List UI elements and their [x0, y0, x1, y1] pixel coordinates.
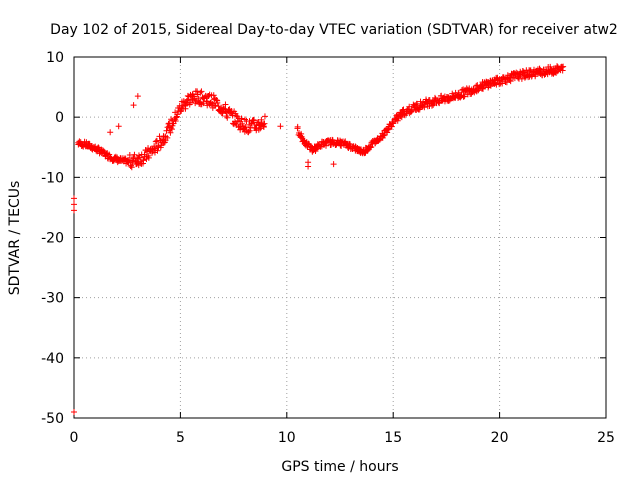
data-point — [183, 97, 190, 104]
data-point — [547, 63, 554, 70]
x-tick-label: 10 — [278, 430, 296, 446]
data-point — [300, 137, 307, 144]
y-tick-label: 10 — [46, 50, 64, 66]
data-point — [294, 125, 301, 132]
data-point — [233, 112, 240, 119]
data-point — [71, 195, 77, 202]
data-point — [172, 117, 179, 124]
data-point — [521, 74, 528, 81]
data-point — [224, 114, 231, 121]
data-point — [214, 97, 221, 104]
x-tick-label: 5 — [176, 430, 185, 446]
data-point — [520, 68, 527, 75]
data-point — [197, 89, 204, 96]
data-point — [71, 207, 77, 214]
data-point — [518, 75, 525, 82]
data-point — [421, 104, 428, 111]
y-tick-label: -20 — [41, 231, 64, 247]
data-point — [408, 108, 415, 115]
data-point — [153, 138, 160, 145]
data-point — [245, 128, 252, 135]
data-point — [151, 145, 158, 152]
data-point — [277, 123, 284, 130]
data-point — [312, 146, 319, 153]
data-point — [527, 68, 534, 75]
data-point — [71, 408, 77, 415]
data-point — [152, 138, 159, 145]
data-point — [134, 93, 141, 100]
data-point — [164, 134, 171, 141]
data-point — [560, 63, 567, 70]
data-point — [164, 124, 171, 131]
x-tick-label: 20 — [491, 430, 509, 446]
data-point — [255, 126, 262, 133]
x-tick-label: 0 — [70, 430, 79, 446]
data-point — [71, 201, 77, 208]
data-point — [480, 85, 487, 92]
data-point — [260, 123, 267, 130]
y-tick-label: 0 — [55, 110, 64, 126]
data-point — [210, 92, 217, 99]
data-point — [106, 151, 113, 158]
data-point — [129, 159, 136, 166]
data-point — [352, 144, 359, 151]
data-point — [222, 101, 229, 108]
y-axis-label: SDTVAR / TECUs — [7, 181, 23, 296]
data-point — [406, 103, 413, 110]
data-point — [242, 123, 249, 130]
data-point — [128, 164, 135, 171]
data-point — [390, 120, 397, 127]
data-point — [219, 110, 226, 117]
data-point — [330, 161, 337, 168]
x-axis-label: GPS time / hours — [281, 459, 398, 475]
data-point — [513, 69, 520, 76]
data-point — [205, 93, 212, 100]
data-points — [71, 63, 567, 415]
data-point — [107, 129, 114, 136]
data-point — [154, 147, 161, 154]
data-point — [461, 93, 468, 100]
data-point — [261, 113, 268, 120]
data-point — [76, 138, 83, 145]
data-point — [167, 129, 174, 136]
y-tick-label: -30 — [41, 291, 64, 307]
x-tick-label: 25 — [597, 430, 615, 446]
y-tick-label: -10 — [41, 170, 64, 186]
data-point — [174, 111, 181, 118]
data-point — [238, 115, 245, 122]
data-point — [246, 127, 253, 134]
data-point — [380, 132, 387, 139]
data-point — [258, 116, 265, 123]
tick-layer: 0 5 10 15 20 25 -50 -40 -30 -20 -10 0 10 — [41, 50, 615, 446]
data-point — [305, 163, 312, 170]
data-point — [145, 154, 152, 161]
data-point — [261, 120, 268, 127]
grid-layer — [74, 57, 606, 418]
x-tick-label: 15 — [384, 430, 402, 446]
data-point — [131, 151, 138, 158]
data-point — [384, 129, 391, 136]
data-point — [140, 157, 147, 164]
y-tick-label: -40 — [41, 351, 64, 367]
y-tick-label: -50 — [41, 411, 64, 427]
data-point — [413, 100, 420, 107]
data-point — [136, 154, 143, 161]
data-point — [198, 88, 205, 95]
data-point — [255, 119, 262, 126]
data-point — [130, 102, 137, 109]
data-point — [559, 64, 566, 71]
chart-title: Day 102 of 2015, Sidereal Day-to-day VTE… — [50, 22, 618, 38]
data-point — [115, 123, 122, 130]
